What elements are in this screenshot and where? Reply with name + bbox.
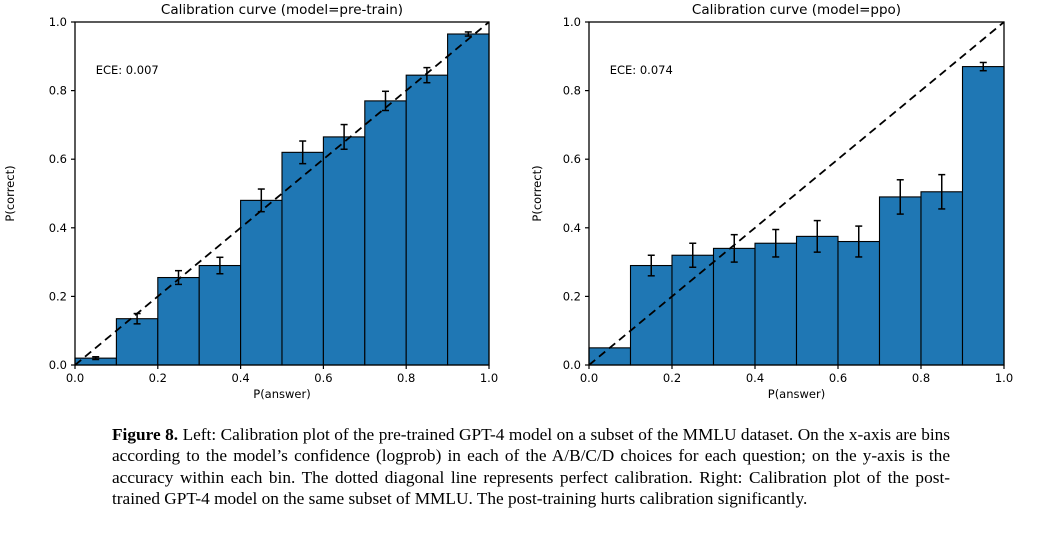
y-tick-label: 0.2 [563, 289, 581, 303]
diagonal-reference-line [74, 21, 490, 366]
chart-ppo: 0.0 0.2 0.4 0.6 0.8 1.0 0.0 0.2 0.4 0.6 0.8 1.0 Cali… [527, 0, 1054, 410]
x-axis-label: P(answer) [768, 387, 825, 401]
x-tick-label: 0.6 [829, 371, 847, 385]
bar [712, 247, 756, 366]
x-tick-label: 0.0 [66, 371, 84, 385]
y-tick-label: 0.0 [49, 358, 67, 372]
bar [322, 136, 366, 366]
figure-caption: Figure 8. Left: Calibration plot of the … [112, 424, 950, 510]
bar [157, 276, 200, 366]
plot-border [588, 21, 1005, 366]
x-tick-label: 0.8 [397, 371, 415, 385]
plot-border [74, 21, 490, 366]
y-tick-label: 1.0 [49, 15, 67, 29]
ece-annotation: ECE: 0.074 [610, 63, 673, 77]
ece-annotation: ECE: 0.007 [96, 63, 159, 77]
calibration-chart-pretrain: 0.0 0.2 0.4 0.6 0.8 1.0 0.0 0.2 0.4 0.6 0.8 1.0 Cali… [3, 2, 498, 401]
y-axis-label: P(correct) [3, 165, 17, 221]
bar [878, 196, 922, 366]
y-tick-label: 1.0 [563, 15, 581, 29]
x-tick-label: 0.4 [231, 371, 249, 385]
y-axis-label: P(correct) [530, 165, 544, 221]
bar [671, 254, 715, 366]
x-tick-label: 1.0 [480, 371, 498, 385]
chart-pretrain: 0.0 0.2 0.4 0.6 0.8 1.0 0.0 0.2 0.4 0.6 0.8 1.0 Cali… [0, 0, 527, 410]
y-tick-label: 0.6 [563, 152, 581, 166]
bar [364, 100, 407, 366]
bar [240, 199, 283, 366]
bar [754, 242, 798, 366]
y-tick-label: 0.8 [49, 84, 67, 98]
bar [920, 191, 964, 366]
chart-title: Calibration curve (model=pre-train) [161, 2, 403, 18]
x-tick-label: 0.6 [314, 371, 332, 385]
bar [198, 264, 242, 366]
diagonal-reference-line [588, 21, 1005, 366]
x-tick-label: 0.2 [149, 371, 167, 385]
bar [447, 33, 490, 366]
y-tick-label: 0.6 [49, 152, 67, 166]
x-tick-label: 0.4 [746, 371, 764, 385]
y-tick-label: 0.2 [49, 289, 67, 303]
bar [115, 318, 159, 366]
bar [795, 235, 839, 366]
x-tick-label: 0.8 [912, 371, 930, 385]
figure-charts-row: 0.0 0.2 0.4 0.6 0.8 1.0 0.0 0.2 0.4 0.6 0.8 1.0 Cali… [0, 0, 1054, 410]
x-axis-label: P(answer) [253, 387, 310, 401]
bar [405, 74, 449, 366]
y-tick-label: 0.4 [563, 221, 581, 235]
chart-title: Calibration curve (model=ppo) [692, 2, 901, 18]
x-tick-label: 0.0 [580, 371, 598, 385]
y-tick-label: 0.4 [49, 221, 67, 235]
bar [588, 347, 632, 366]
bar [281, 151, 324, 366]
x-tick-label: 1.0 [995, 371, 1013, 385]
figure-caption-text: Left: Calibration plot of the pre-traine… [112, 425, 951, 509]
bar [629, 264, 673, 366]
figure-caption-label: Figure 8. [112, 425, 179, 444]
x-tick-label: 0.2 [663, 371, 681, 385]
calibration-chart-ppo: 0.0 0.2 0.4 0.6 0.8 1.0 0.0 0.2 0.4 0.6 0.8 1.0 Cali… [530, 2, 1013, 401]
bar [961, 66, 1005, 366]
y-tick-label: 0.8 [563, 84, 581, 98]
y-tick-label: 0.0 [563, 358, 581, 372]
bar [837, 240, 881, 366]
